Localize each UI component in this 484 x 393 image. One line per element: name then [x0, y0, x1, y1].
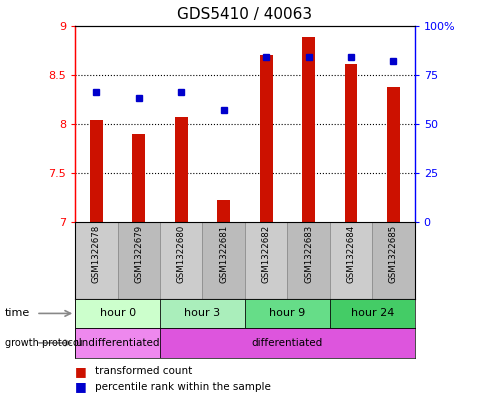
- Text: GSM1322678: GSM1322678: [91, 225, 101, 283]
- Bar: [372, 222, 414, 299]
- Bar: [202, 222, 244, 299]
- Bar: [344, 64, 357, 222]
- Text: percentile rank within the sample: percentile rank within the sample: [94, 382, 270, 392]
- Bar: [386, 87, 399, 222]
- Bar: [175, 117, 187, 222]
- Text: ■: ■: [75, 365, 87, 378]
- Bar: [244, 299, 329, 328]
- Text: GSM1322679: GSM1322679: [134, 225, 143, 283]
- Text: hour 3: hour 3: [184, 309, 220, 318]
- Bar: [75, 299, 160, 328]
- Text: GSM1322680: GSM1322680: [176, 225, 185, 283]
- Text: ■: ■: [75, 380, 87, 393]
- Text: GSM1322685: GSM1322685: [388, 225, 397, 283]
- Bar: [160, 328, 414, 358]
- Text: undifferentiated: undifferentiated: [75, 338, 160, 348]
- Text: transformed count: transformed count: [94, 366, 192, 376]
- Bar: [75, 328, 160, 358]
- Bar: [132, 134, 145, 222]
- Text: differentiated: differentiated: [251, 338, 322, 348]
- Bar: [160, 222, 202, 299]
- Text: GSM1322684: GSM1322684: [346, 225, 355, 283]
- Text: GSM1322682: GSM1322682: [261, 225, 270, 283]
- Bar: [329, 299, 414, 328]
- Bar: [160, 299, 244, 328]
- Bar: [75, 222, 117, 299]
- Text: growth protocol: growth protocol: [5, 338, 81, 348]
- Text: hour 0: hour 0: [99, 309, 136, 318]
- Text: GSM1322681: GSM1322681: [219, 225, 228, 283]
- Title: GDS5410 / 40063: GDS5410 / 40063: [177, 7, 312, 22]
- Bar: [329, 222, 372, 299]
- Bar: [259, 55, 272, 222]
- Text: time: time: [5, 309, 30, 318]
- Text: hour 24: hour 24: [350, 309, 393, 318]
- Text: hour 9: hour 9: [269, 309, 305, 318]
- Bar: [217, 200, 229, 222]
- Bar: [244, 222, 287, 299]
- Bar: [287, 222, 329, 299]
- Bar: [90, 120, 103, 222]
- Bar: [302, 37, 314, 222]
- Bar: [117, 222, 160, 299]
- Text: GSM1322683: GSM1322683: [303, 225, 313, 283]
